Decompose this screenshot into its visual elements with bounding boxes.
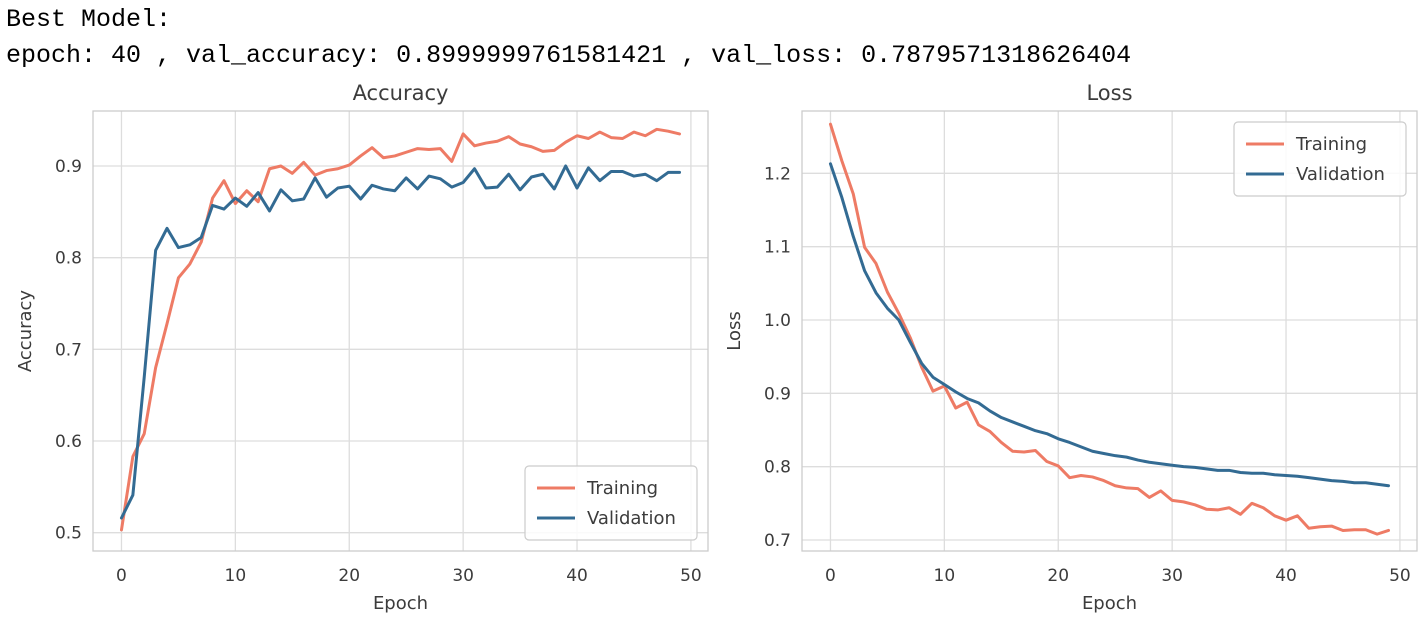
accuracy-chart: 0 10 20 30 40 50 0.5 0.6 0.7 0.8 0.9 Accuracy Epoch A… [15,81,709,614]
y-tick-label: 0.8 [55,249,82,269]
y-tick-label: 0.7 [764,531,791,551]
y-tick-label: 0.8 [764,458,791,478]
x-tick-label: 30 [452,566,474,586]
y-tick-label: 0.7 [55,340,82,360]
legend-label-validation: Validation [1296,164,1385,185]
x-tick-label: 50 [680,566,702,586]
series-line-validation [119,164,682,520]
x-tick-label: 10 [934,566,956,586]
x-axis-label: Epoch [373,593,428,614]
legend-box [1233,121,1407,197]
x-tick-label: 20 [1047,566,1069,586]
y-tick-label: 0.9 [764,384,791,404]
x-tick-label: 40 [566,566,588,586]
y-tick-label: 0.9 [55,157,82,177]
y-tick-label: 1.0 [764,311,791,331]
best-model-metrics: epoch: 40 , val_accuracy: 0.899999976158… [6,41,1132,70]
x-tick-label: 0 [116,566,127,586]
series-line-training [119,127,682,532]
legend: Training Validation [524,465,698,541]
x-tick-label: 10 [225,566,247,586]
series-line-validation [828,162,1391,488]
x-axis-label: Epoch [1082,593,1137,614]
y-tick-label: 0.5 [55,524,82,544]
legend: Training Validation [1233,121,1407,197]
chart-title: Loss [1086,81,1132,105]
x-tick-label: 50 [1389,566,1411,586]
y-axis-label: Loss [724,311,745,350]
loss-chart: 0 10 20 30 40 50 0.7 0.8 0.9 1.0 1.1 1.2 Loss Epoch Lo… [724,81,1418,614]
x-tick-label: 20 [338,566,360,586]
series-line-training [828,122,1391,536]
best-model-heading: Best Model: [6,5,172,34]
plot-frame [92,110,709,552]
x-tick-label: 30 [1161,566,1183,586]
y-tick-label: 1.1 [764,238,791,258]
x-tick-label: 0 [825,566,836,586]
x-tick-label: 40 [1275,566,1297,586]
legend-box [524,465,698,541]
legend-label-training: Training [586,478,658,499]
console-output: Best Model: epoch: 40 , val_accuracy: 0.8… [6,2,1131,74]
y-tick-label: 1.2 [764,164,791,184]
y-tick-label: 0.6 [55,432,82,452]
plot-frame [801,110,1418,552]
legend-label-training: Training [1295,134,1367,155]
y-axis-label: Accuracy [15,290,36,373]
chart-title: Accuracy [353,81,449,105]
legend-label-validation: Validation [587,508,676,529]
